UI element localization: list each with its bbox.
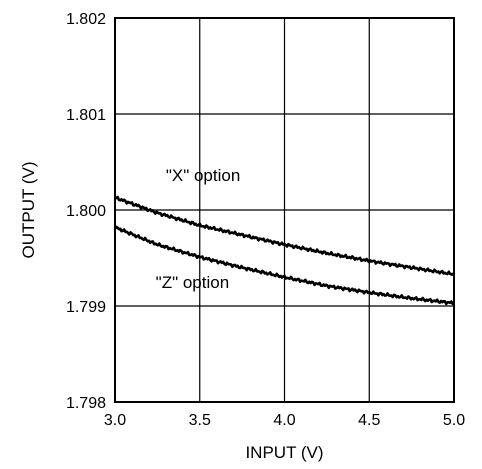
series-annotation-1: "Z" option <box>156 273 230 292</box>
x-tick-label-3: 4.5 <box>358 412 380 429</box>
y-tick-label-2: 1.800 <box>66 203 106 220</box>
y-tick-label-3: 1.801 <box>66 107 106 124</box>
grid-lines <box>115 18 454 402</box>
x-tick-label-2: 4.0 <box>273 412 295 429</box>
series-annotation-0: "X" option <box>166 166 240 185</box>
x-axis-label: INPUT (V) <box>245 443 323 462</box>
y-axis-label: OUTPUT (V) <box>19 162 38 259</box>
x-tick-label-4: 5.0 <box>443 412 465 429</box>
x-tick-label-1: 3.5 <box>189 412 211 429</box>
y-tick-label-1: 1.799 <box>66 299 106 316</box>
series-group <box>113 195 455 306</box>
x-tick-labels: 3.0 3.5 4.0 4.5 5.0 <box>104 412 465 429</box>
x-tick-label-0: 3.0 <box>104 412 126 429</box>
y-tick-label-4: 1.802 <box>66 11 106 28</box>
series-line-1 <box>113 225 455 306</box>
series-line-0 <box>114 195 455 277</box>
plot-frame <box>114 17 455 403</box>
y-tick-labels: 1.798 1.799 1.800 1.801 1.802 <box>66 11 106 412</box>
annotations: "X" option "Z" option <box>156 166 241 292</box>
y-tick-label-0: 1.798 <box>66 395 106 412</box>
